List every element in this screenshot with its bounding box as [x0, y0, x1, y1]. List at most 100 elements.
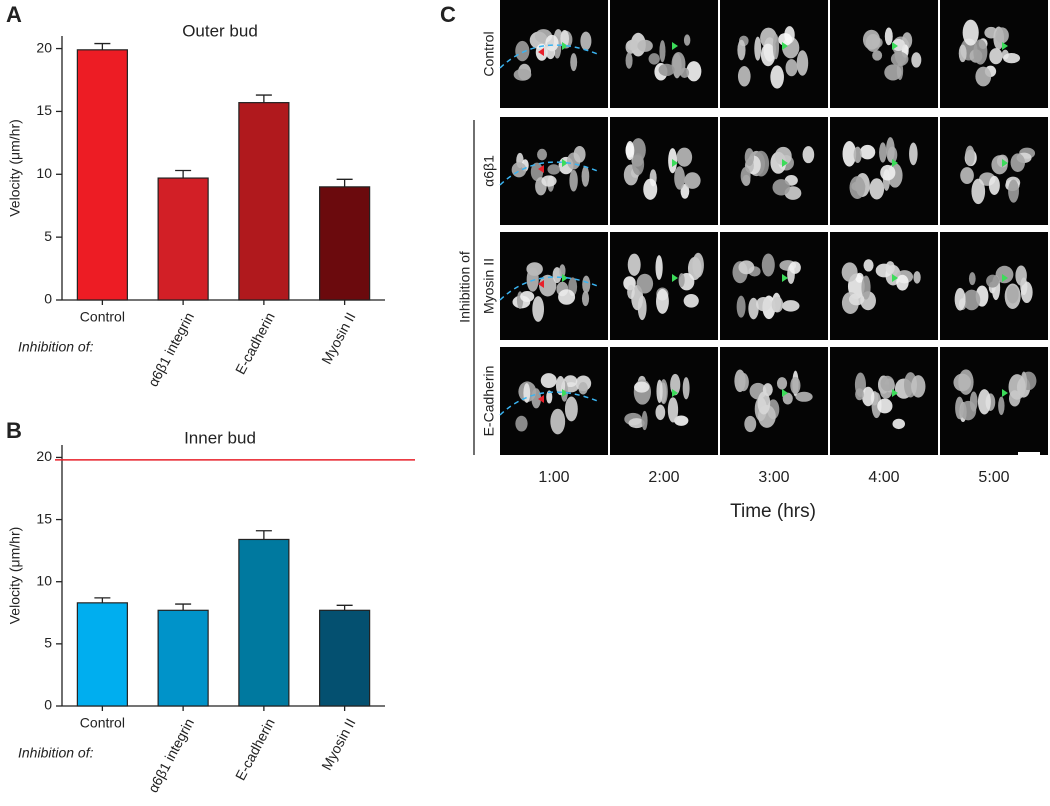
cell-blob	[884, 27, 893, 46]
image-tile	[720, 232, 828, 340]
y-tick-label: 20	[36, 39, 52, 55]
image-tile	[830, 232, 938, 340]
cell-blob	[954, 287, 966, 311]
cell-blob	[655, 255, 663, 280]
cell-blob	[738, 260, 755, 275]
cell-blob	[648, 53, 660, 65]
cell-blob	[632, 153, 645, 176]
x-tick-label: α6β1 integrin	[145, 310, 197, 389]
cell-blob	[782, 300, 800, 312]
cell-blob	[513, 68, 532, 81]
cell-blob	[515, 40, 530, 62]
cell-blob	[988, 175, 1000, 195]
cell-blob	[968, 272, 976, 286]
arrowhead	[782, 389, 788, 397]
cell-blob	[581, 290, 590, 307]
cell-blob	[537, 148, 548, 161]
cell-blob	[958, 44, 967, 63]
column-label: 5:00	[978, 469, 1009, 486]
arrowhead	[782, 42, 788, 50]
arrowhead	[892, 274, 898, 282]
cell-blob	[971, 178, 986, 205]
cell-blob	[1008, 179, 1019, 203]
cell-blob	[853, 146, 862, 163]
cell-blob	[756, 297, 771, 312]
cell-blob	[774, 146, 792, 166]
error-bar	[336, 178, 353, 187]
arrowhead	[892, 42, 898, 50]
cell-blob	[545, 45, 556, 60]
column-label: 3:00	[758, 469, 789, 486]
cell-blob	[655, 404, 666, 421]
arrowhead	[892, 389, 898, 397]
error-bar	[94, 597, 111, 603]
cell-blob	[643, 178, 658, 200]
column-label: 2:00	[648, 469, 679, 486]
y-axis-label: Velocity (μm/hr)	[7, 527, 23, 625]
cell-blob	[558, 289, 576, 305]
cell-blob	[973, 39, 988, 65]
bar	[238, 538, 290, 707]
cell-blob	[859, 144, 876, 160]
cell-blob	[546, 390, 553, 404]
cell-blob	[684, 172, 701, 189]
cell-blob	[772, 179, 790, 196]
cell-blob	[761, 253, 775, 277]
cell-blob	[539, 274, 557, 297]
x-tick-label: α6β1 integrin	[145, 716, 197, 795]
cell-blob	[680, 183, 690, 199]
cell-blob	[965, 145, 975, 166]
arrowhead	[562, 274, 568, 282]
cell-blob	[896, 274, 909, 291]
cell-blob	[995, 27, 1009, 44]
cell-blob	[757, 391, 771, 415]
arrowhead	[562, 42, 568, 50]
x-annotation: Inhibition of:	[18, 745, 94, 761]
cell-blob	[737, 66, 751, 87]
cell-blob	[1015, 265, 1027, 286]
arrowhead	[1002, 274, 1008, 282]
cell-blob	[770, 65, 784, 89]
bar	[238, 102, 290, 301]
y-tick-label: 10	[36, 165, 52, 181]
cell-blob	[658, 63, 675, 77]
cell-blob	[559, 264, 566, 278]
cell-blob	[782, 392, 793, 405]
cell-blob	[511, 162, 527, 178]
cell-blob	[637, 39, 653, 52]
cell-blob	[686, 61, 702, 82]
cell-blob	[523, 383, 531, 403]
cell-blob	[744, 148, 755, 166]
cell-blob	[550, 408, 566, 435]
panel-label: A	[6, 2, 22, 27]
cell-blob	[795, 391, 813, 402]
x-tick-label: Myosin II	[318, 716, 358, 773]
cell-blob	[1008, 374, 1026, 400]
bud-outline	[499, 391, 601, 416]
cell-blob	[986, 274, 1000, 288]
cell-blob	[659, 40, 666, 63]
cell-blob	[962, 19, 979, 46]
cell-blob	[880, 375, 895, 392]
error-bar	[175, 169, 192, 179]
cell-blob	[667, 397, 679, 423]
cell-blob	[678, 273, 685, 288]
cell-blob	[953, 373, 971, 392]
x-axis-label: Time (hrs)	[730, 501, 816, 522]
cell-blob	[625, 52, 633, 69]
arrowhead	[672, 159, 678, 167]
column-label: 1:00	[538, 469, 569, 486]
y-tick-label: 10	[36, 572, 52, 588]
cell-blob	[581, 165, 590, 187]
cell-blob	[1006, 285, 1019, 304]
group-label: Inhibition of	[457, 251, 473, 323]
y-tick-label: 5	[44, 635, 52, 651]
arrowhead	[538, 395, 544, 403]
cell-blob	[861, 386, 875, 407]
cell-blob	[841, 262, 858, 282]
cell-blob	[913, 271, 921, 284]
x-tick-label: E-cadherin	[232, 310, 278, 377]
column-label: 4:00	[868, 469, 899, 486]
x-tick-label: Control	[80, 715, 125, 731]
